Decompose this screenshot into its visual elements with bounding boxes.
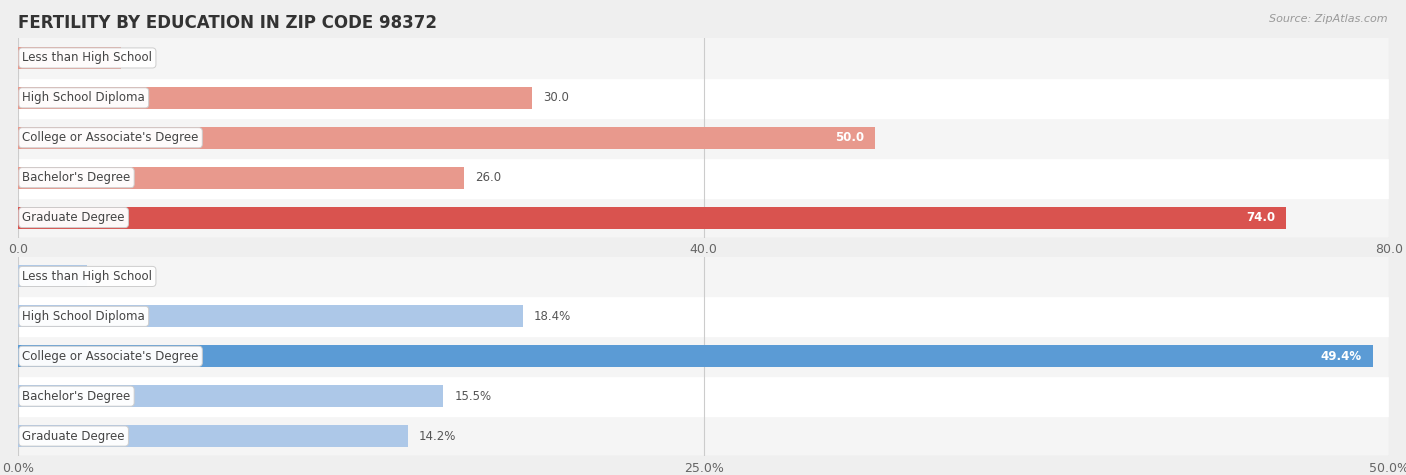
Text: FERTILITY BY EDUCATION IN ZIP CODE 98372: FERTILITY BY EDUCATION IN ZIP CODE 98372 [18,14,437,32]
Text: 50.0: 50.0 [835,131,865,144]
Bar [18,38,1389,78]
Bar [18,336,1389,376]
Text: 49.4%: 49.4% [1320,350,1361,363]
Text: 15.5%: 15.5% [454,390,491,403]
Text: Less than High School: Less than High School [22,51,152,65]
Bar [18,207,1286,228]
Text: Graduate Degree: Graduate Degree [22,211,125,224]
Bar [18,416,1389,456]
Bar [18,305,523,327]
Text: Less than High School: Less than High School [22,270,152,283]
Bar [18,376,1389,416]
Text: College or Associate's Degree: College or Associate's Degree [22,131,198,144]
Bar [18,87,533,109]
Text: Source: ZipAtlas.com: Source: ZipAtlas.com [1270,14,1388,24]
Text: 26.0: 26.0 [475,171,501,184]
Text: Bachelor's Degree: Bachelor's Degree [22,390,131,403]
Text: Graduate Degree: Graduate Degree [22,429,125,443]
Text: 30.0: 30.0 [543,91,569,104]
Text: 74.0: 74.0 [1246,211,1275,224]
Bar [18,127,875,149]
Text: 6.0: 6.0 [132,51,150,65]
Bar [18,345,1372,367]
Bar [18,118,1389,158]
Bar [18,78,1389,118]
Text: High School Diploma: High School Diploma [22,310,145,323]
Bar [18,47,121,69]
Bar [18,385,443,407]
Text: 14.2%: 14.2% [419,429,456,443]
Bar [18,198,1389,238]
Bar [18,158,1389,198]
Text: College or Associate's Degree: College or Associate's Degree [22,350,198,363]
Text: High School Diploma: High School Diploma [22,91,145,104]
Bar [18,256,1389,296]
Bar [18,296,1389,336]
Bar [18,425,408,447]
Bar [18,167,464,189]
Bar [18,266,87,287]
Text: 2.5%: 2.5% [98,270,128,283]
Text: 18.4%: 18.4% [534,310,571,323]
Text: Bachelor's Degree: Bachelor's Degree [22,171,131,184]
